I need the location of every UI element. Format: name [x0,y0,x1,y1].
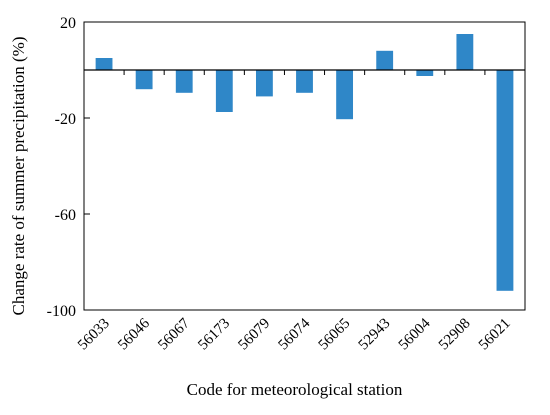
bar-56074 [296,70,313,93]
x-tick-label-56033: 56033 [75,316,113,354]
x-axis-ticks: 56033 56046 56067 56173 56079 56074 56065 52943… [75,70,514,353]
y-tick-label: 20 [60,15,76,32]
x-tick-label-56067: 56067 [155,315,193,353]
plot-area-frame [83,21,526,311]
bar-52908 [456,34,474,70]
bar-56004 [416,70,434,76]
x-tick-label-52908: 52908 [436,316,474,354]
bar-56021 [496,70,514,291]
bar-56033 [95,58,113,70]
x-tick-label-56065: 56065 [316,316,354,354]
bar-56065 [336,70,354,120]
bar-56046 [135,70,153,90]
bar-52943 [376,50,394,70]
x-tick-label-56021: 56021 [476,316,514,354]
y-tick-label: -100 [47,303,76,320]
x-tick-label-52943: 52943 [356,316,394,354]
x-axis-label: Code for meteorological station [187,380,403,399]
bar-56079 [255,70,273,97]
bars-layer [95,34,514,291]
y-tick-label: -20 [55,111,76,128]
bar-56173 [215,70,233,112]
y-axis-label: Change rate of summer precipitation (%) [9,37,28,316]
bar-56067 [175,70,193,93]
axes-layer [83,21,526,311]
x-tick-label-56074: 56074 [275,315,313,353]
x-tick-label-56079: 56079 [235,316,273,354]
x-tick-label-56046: 56046 [115,315,153,353]
x-tick-label-56004: 56004 [396,315,434,353]
y-axis-ticks: 20 -20 -60 -100 [47,15,90,320]
x-tick-label-56173: 56173 [195,316,233,354]
y-tick-label: -60 [55,207,76,224]
